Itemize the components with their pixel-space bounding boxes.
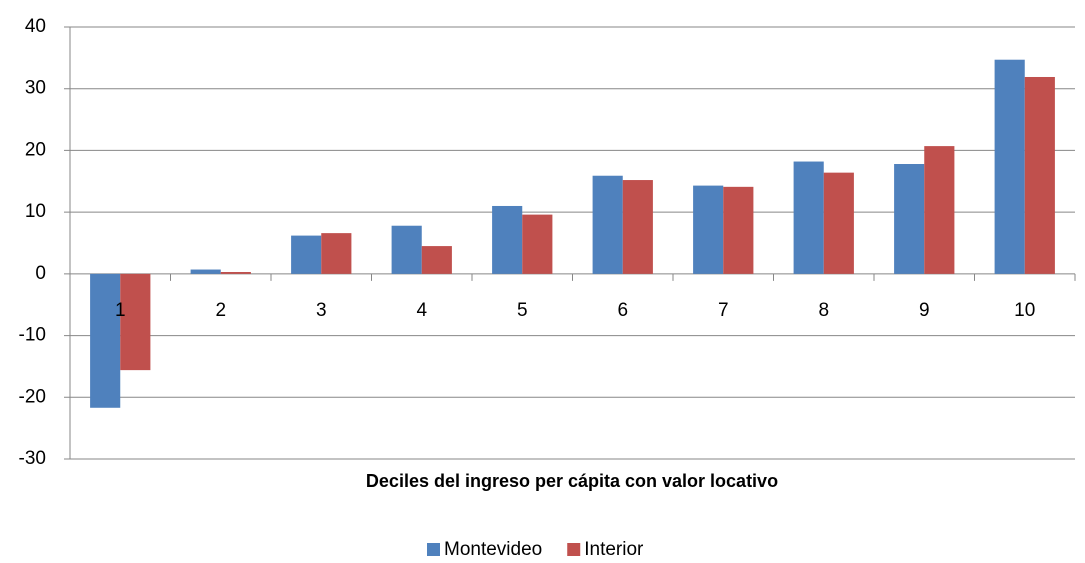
y-tick-label: 0 — [35, 263, 46, 284]
bar — [622, 180, 653, 274]
legend-swatch — [427, 543, 440, 556]
bar — [321, 233, 352, 274]
bar — [723, 186, 754, 274]
x-tick-label: 8 — [818, 300, 829, 321]
bar — [120, 273, 151, 371]
y-tick-label: 20 — [25, 139, 46, 160]
legend-label: Montevideo — [444, 539, 542, 560]
y-tick-label: -20 — [19, 386, 46, 407]
y-tick-label: 30 — [25, 78, 46, 99]
bar — [220, 272, 251, 274]
x-tick-label: 5 — [517, 300, 528, 321]
bar — [421, 246, 452, 274]
x-axis-title: Deciles del ingreso per cápita con valor… — [366, 471, 778, 491]
x-tick-label: 9 — [919, 300, 930, 321]
bar — [793, 161, 824, 274]
x-tick-label: 10 — [1014, 300, 1035, 321]
bar — [924, 146, 955, 274]
bar — [1024, 76, 1055, 274]
bar — [994, 59, 1025, 274]
bar — [592, 175, 623, 274]
y-tick-label: 40 — [25, 16, 46, 37]
x-tick-label: 1 — [115, 300, 126, 321]
bar — [90, 273, 121, 408]
bar — [522, 214, 553, 274]
x-tick-label: 6 — [617, 300, 628, 321]
y-tick-label: -30 — [19, 448, 46, 469]
bar — [823, 172, 854, 274]
x-tick-label: 7 — [718, 300, 729, 321]
legend-label: Interior — [584, 539, 644, 560]
bar — [894, 164, 925, 274]
x-tick-label: 3 — [316, 300, 327, 321]
bar — [291, 235, 322, 274]
bar — [391, 225, 422, 274]
legend-swatch — [567, 543, 581, 556]
y-tick-label: -10 — [19, 325, 46, 346]
bar — [190, 269, 221, 274]
bar — [693, 185, 724, 274]
x-tick-label: 2 — [215, 300, 226, 321]
x-tick-label: 4 — [416, 300, 427, 321]
y-tick-label: 10 — [25, 201, 46, 222]
bar — [492, 205, 523, 274]
